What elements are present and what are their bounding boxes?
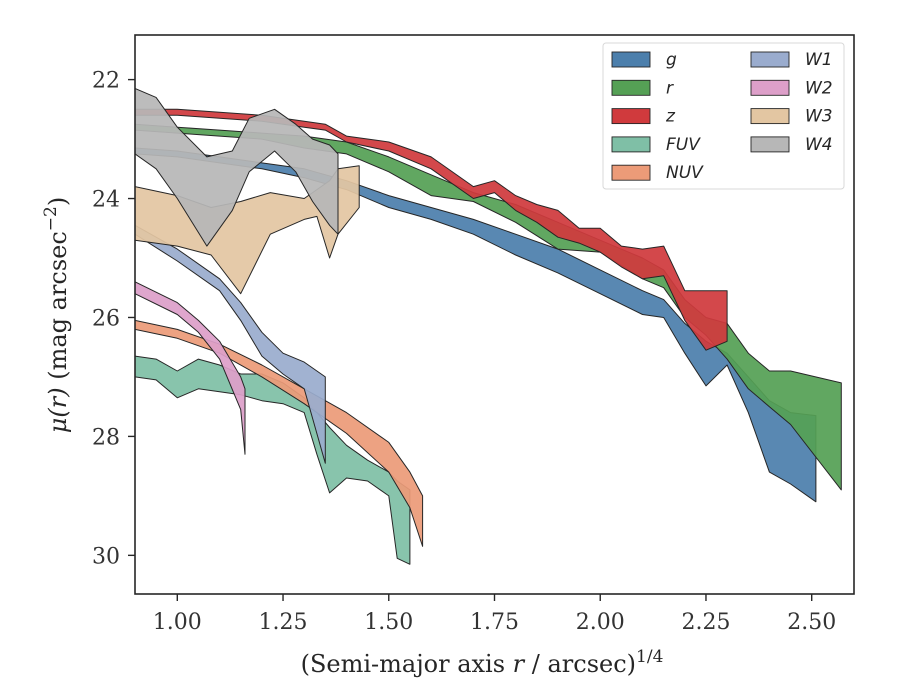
legend-swatch-w2 [750,79,790,96]
y-axis: 22 24 26 28 30 [92,69,135,569]
x-tick-label: 2.50 [787,610,836,635]
legend-swatch-r [611,79,651,96]
y-tick-label: 24 [92,188,120,213]
legend-label-z: z [665,107,676,127]
band-g [135,147,817,503]
legend-swatch-w3 [750,108,790,125]
y-axis-title-end: ) [44,197,72,206]
legend-swatch-g [611,51,651,68]
y-tick-label: 22 [92,69,120,94]
legend-label-w4: W4 [805,135,833,155]
legend-label-fuv: FUV [666,135,701,155]
legend-swatch-w1 [750,51,790,68]
x-axis-title-main: (Semi-major axis [301,650,513,678]
legend-swatch-z [611,108,651,125]
legend-label-w1: W1 [805,50,833,70]
y-axis-title-mu: μ( [44,408,72,434]
legend-label-w3: W3 [805,107,833,127]
legend: grz FUV NUV W1 W2 W3 W4 [602,42,845,190]
band-w3 [135,165,360,295]
x-tick-label: 1.00 [153,610,202,635]
legend-label-r: r [666,78,674,98]
y-tick-label: 28 [92,425,120,450]
y-tick-label: 26 [92,306,120,331]
legend-swatch-w4 [750,136,790,153]
band-w1 [135,224,326,464]
x-axis-title-var: r [513,650,526,678]
x-tick-label: 1.25 [259,610,308,635]
x-axis-title: (Semi-major axis r / arcsec)1/4 [301,647,664,678]
band-r [135,123,842,491]
y-axis-title-unit: (mag arcsec [44,231,72,387]
band-w4 [135,88,339,247]
x-tick-label: 1.50 [364,610,413,635]
x-axis-title-sup: 1/4 [636,647,663,667]
x-axis: 1.00 1.25 1.50 1.75 2.00 2.25 2.50 [153,594,836,635]
band-layer [135,88,842,565]
x-axis-title-after: / arcsec) [524,650,636,678]
band-z [135,108,728,351]
legend-label-nuv: NUV [666,163,704,183]
band-fuv [135,355,411,565]
y-axis-title-sup: −2 [41,206,61,231]
legend-swatch-fuv [611,136,651,153]
y-axis-title-close: ) [44,387,72,397]
y-tick-label: 30 [92,544,120,569]
band-w2 [135,281,246,455]
x-tick-label: 2.00 [576,610,625,635]
x-tick-label: 2.25 [681,610,730,635]
legend-label-g: g [666,50,677,70]
x-tick-label: 1.75 [470,610,519,635]
y-axis-title-var: r [44,395,72,408]
legend-box [602,42,845,190]
legend-label-w2: W2 [805,78,833,98]
y-axis-title: μ(r) (mag arcsec−2) [41,197,72,434]
legend-swatch-nuv [611,164,651,181]
